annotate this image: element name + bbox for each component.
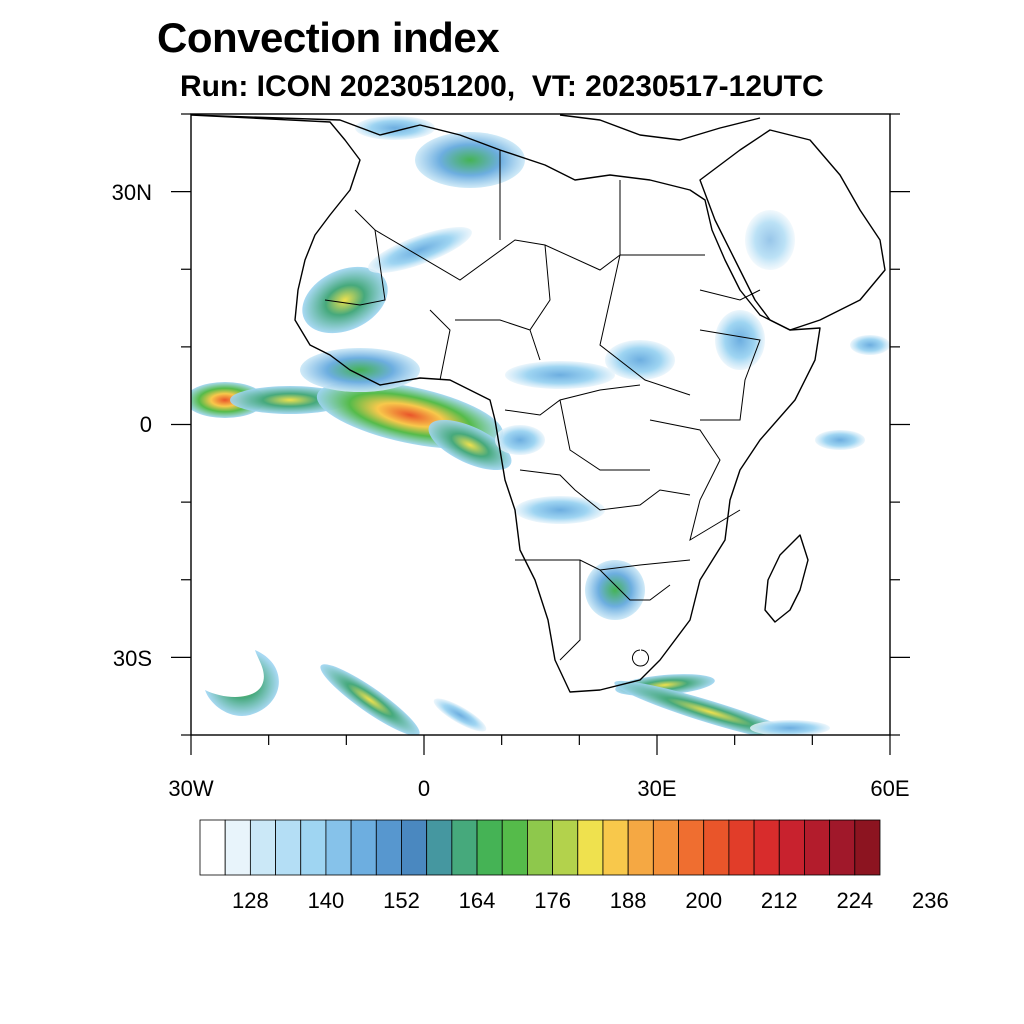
convection-area xyxy=(205,650,279,716)
colorbar-swatch xyxy=(451,819,478,876)
colorbar-swatch xyxy=(778,819,805,876)
x-tick-label: 30E xyxy=(637,776,677,801)
convection-area xyxy=(850,335,890,355)
convection-area xyxy=(355,116,435,140)
colorbar-swatch xyxy=(577,819,604,876)
colorbar-swatch xyxy=(199,819,226,876)
coastlines xyxy=(191,114,886,693)
country-border xyxy=(504,384,650,471)
colorbar-label: 152 xyxy=(383,888,420,913)
colorbar-label: 128 xyxy=(232,888,269,913)
colorbar-swatch xyxy=(375,819,402,876)
colorbar-swatch xyxy=(652,819,679,876)
plot-frame xyxy=(190,113,891,736)
convection-area xyxy=(320,664,420,735)
colorbar-swatch xyxy=(627,819,654,876)
colorbar-swatch xyxy=(728,819,755,876)
country-borders xyxy=(324,150,761,667)
africa-coastline xyxy=(191,114,821,693)
colorbar-swatch xyxy=(426,819,453,876)
colorbar-label: 224 xyxy=(836,888,874,913)
axis-ticks xyxy=(171,113,910,755)
convection-area xyxy=(605,340,675,380)
colorbar-swatch xyxy=(804,819,831,876)
convection-area xyxy=(433,698,487,732)
convection-area xyxy=(515,496,605,524)
colorbar-label: 164 xyxy=(458,888,496,913)
country-border xyxy=(649,419,741,542)
colorbar xyxy=(199,819,881,876)
colorbar-swatch xyxy=(527,819,553,876)
x-tick-label: 0 xyxy=(417,776,431,801)
convection-area xyxy=(368,227,472,273)
country-border xyxy=(599,180,691,396)
x-tick-label: 60E xyxy=(870,776,910,801)
convection-area xyxy=(505,361,615,389)
convection-area xyxy=(815,430,865,450)
colorbar-swatch xyxy=(249,819,276,876)
colorbar-swatch xyxy=(501,819,528,876)
country-border xyxy=(499,150,551,361)
colorbar-swatch xyxy=(350,819,377,876)
colorbar-swatch xyxy=(753,819,780,876)
colorbar-label: 140 xyxy=(307,888,345,913)
convection-field xyxy=(191,116,890,735)
colorbar-swatch xyxy=(552,819,579,876)
colorbar-label: 212 xyxy=(760,888,798,913)
arabia-coastline xyxy=(699,129,886,331)
colorbar-swatch xyxy=(224,819,251,876)
colorbar-label: 200 xyxy=(685,888,723,913)
y-tick-label: 0 xyxy=(139,412,152,437)
country-border xyxy=(599,569,671,667)
colorbar-swatch xyxy=(678,819,705,876)
country-border xyxy=(519,469,691,511)
colorbar-label: 188 xyxy=(609,888,647,913)
convection-area xyxy=(585,560,645,620)
madagascar-coastline xyxy=(764,534,809,623)
convection-area xyxy=(428,419,512,471)
convection-area xyxy=(302,266,388,334)
colorbar-label: 236 xyxy=(912,888,949,913)
convection-area xyxy=(750,720,830,735)
x-tick-label: 30W xyxy=(168,776,214,801)
convection-area xyxy=(745,210,795,270)
colorbar-swatch xyxy=(829,819,856,876)
colorbar-swatch xyxy=(275,819,302,876)
colorbar-label: 176 xyxy=(534,888,571,913)
colorbar-swatch xyxy=(703,819,730,876)
europe-coastline xyxy=(559,114,761,141)
colorbar-swatch xyxy=(476,819,503,876)
colorbar-swatch xyxy=(300,819,327,876)
country-border xyxy=(324,209,386,306)
map-title: Convection index xyxy=(157,14,500,61)
y-tick-label: 30N xyxy=(111,180,152,205)
y-tick-label: 30S xyxy=(112,646,152,671)
colorbar-swatch xyxy=(325,819,352,876)
convection-area xyxy=(415,132,525,188)
country-border xyxy=(429,309,531,381)
convection-area xyxy=(495,425,545,455)
map-subtitle: Run: ICON 2023051200, VT: 20230517-12UTC xyxy=(180,70,824,103)
colorbar-swatch xyxy=(854,819,881,876)
colorbar-swatch xyxy=(602,819,629,876)
colorbar-swatch xyxy=(401,819,428,876)
convection-area xyxy=(300,348,420,392)
convection-area xyxy=(715,310,765,370)
country-border xyxy=(699,289,761,421)
